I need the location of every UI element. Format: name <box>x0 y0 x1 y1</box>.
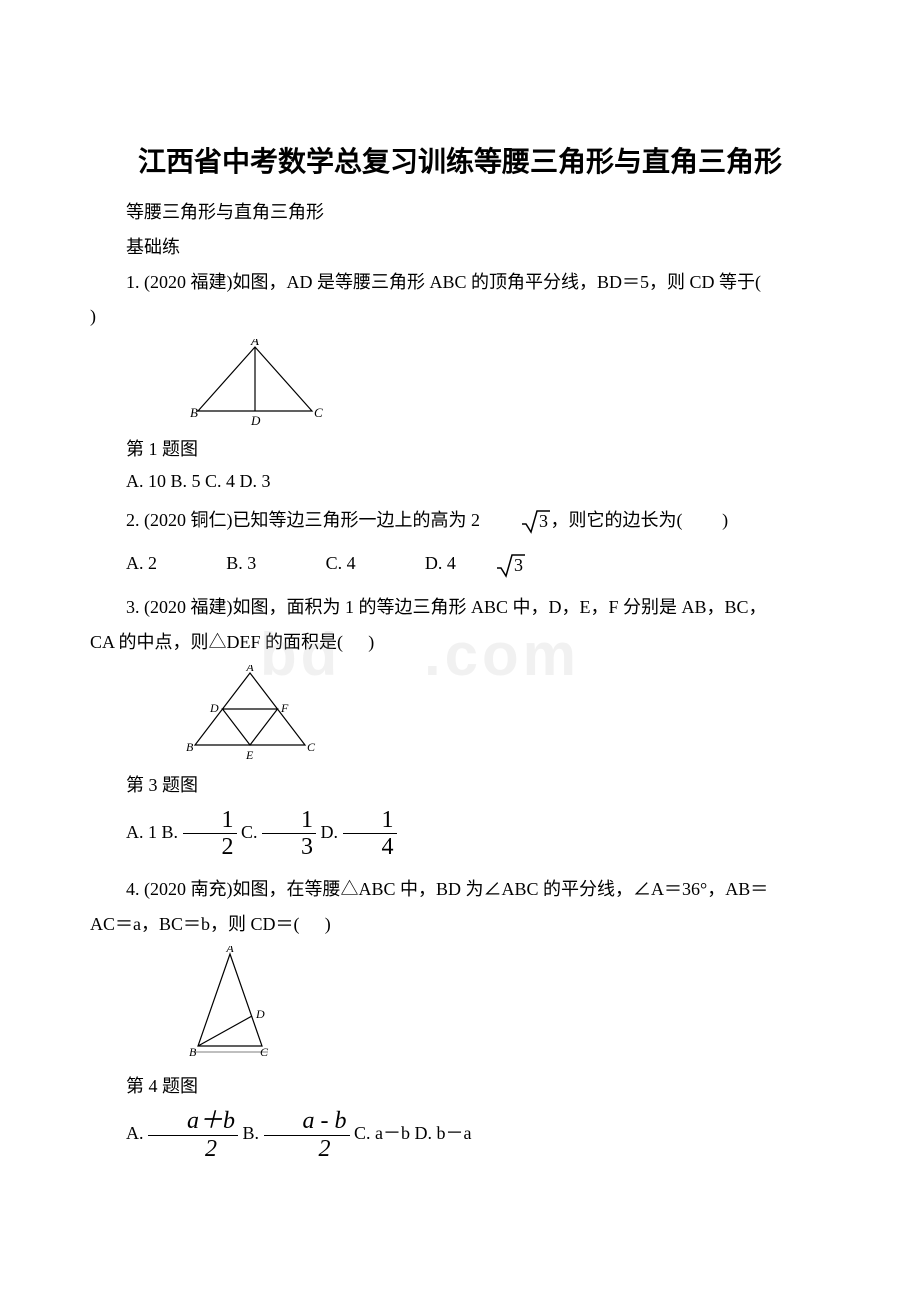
q4-options: A. a＋b2 B. a - b2 C. a－b D. b－a <box>90 1108 830 1162</box>
svg-text:B: B <box>186 740 194 754</box>
fraction: 14 <box>343 807 397 861</box>
q1-stem: 1. (2020 福建)如图，AD 是等腰三角形 ABC 的顶角平分线，BD＝5… <box>90 268 830 297</box>
fraction: 12 <box>183 807 237 861</box>
q1-stem-close: ) <box>90 302 830 331</box>
section-heading: 基础练 <box>90 233 830 262</box>
q2-opt-b: B. 3 <box>226 554 256 574</box>
q2-stem: 2. (2020 铜仁)已知等边三角形一边上的高为 2 3，则它的边长为() <box>90 506 830 537</box>
svg-text:D: D <box>255 1007 265 1021</box>
q1-caption: 第 1 题图 <box>90 435 830 461</box>
frac-num: 1 <box>183 807 237 834</box>
q3-stem-a: 3. (2020 福建)如图，面积为 1 的等边三角形 ABC 中，D，E，F … <box>90 593 830 622</box>
q2-options: A. 2 B. 3 C. 4 D. 4 3 <box>90 551 830 579</box>
q3-caption: 第 3 题图 <box>90 771 830 797</box>
q3-stem-c: ) <box>368 632 374 652</box>
q3-opt-c: C. <box>241 822 262 842</box>
svg-text:A: A <box>250 339 259 348</box>
frac-num: 1 <box>343 807 397 834</box>
sqrt-icon: 3 <box>485 507 551 538</box>
svg-text:3: 3 <box>514 555 523 575</box>
fraction: a＋b2 <box>148 1108 238 1162</box>
q4-stem-b: AC＝a，BC＝b，则 CD＝() <box>90 910 830 939</box>
document-page: bd .com 江西省中考数学总复习训练等腰三角形与直角三角形 等腰三角形与直角… <box>0 0 920 1236</box>
page-title: 江西省中考数学总复习训练等腰三角形与直角三角形 <box>90 140 830 180</box>
q2-opt-c: C. 4 <box>326 554 356 574</box>
svg-text:D: D <box>250 413 261 428</box>
q2-opt-d: D. 4 <box>425 554 461 574</box>
q2-stem-b: ，则它的边长为( <box>551 510 683 530</box>
sqrt-icon: 3 <box>460 551 526 579</box>
q3-stem-b-text: CA 的中点，则△DEF 的面积是( <box>90 632 343 652</box>
svg-text:B: B <box>190 405 198 420</box>
svg-text:F: F <box>280 701 289 715</box>
q4-caption: 第 4 题图 <box>90 1072 830 1098</box>
svg-text:3: 3 <box>539 511 548 531</box>
q2-stem-a: 2. (2020 铜仁)已知等边三角形一边上的高为 2 <box>126 510 485 530</box>
q1-figure: A B C D <box>180 339 830 429</box>
frac-den: 3 <box>262 834 316 860</box>
q4-stem-b-text: AC＝a，BC＝b，则 CD＝( <box>90 914 300 934</box>
svg-text:C: C <box>314 405 323 420</box>
q4-opt-b: B. <box>243 1123 264 1143</box>
q4-stem-c: ) <box>325 914 331 934</box>
subtitle: 等腰三角形与直角三角形 <box>90 198 830 227</box>
frac-den: 4 <box>343 834 397 860</box>
svg-text:C: C <box>307 740 316 754</box>
q3-opt-d: D. <box>321 822 343 842</box>
frac-num: a - b <box>264 1108 350 1135</box>
frac-den: 2 <box>148 1136 238 1162</box>
frac-num: a＋b <box>148 1108 238 1135</box>
q3-stem-b: CA 的中点，则△DEF 的面积是() <box>90 628 830 657</box>
q4-opt-c: C. a－b D. b－a <box>354 1123 471 1143</box>
q2-opt-a: A. 2 <box>126 554 157 574</box>
q1-options: A. 10 B. 5 C. 4 D. 3 <box>90 471 830 492</box>
fraction: a - b2 <box>264 1108 350 1162</box>
q3-opt-a: A. 1 B. <box>126 822 183 842</box>
q4-figure: A B C D <box>180 946 830 1066</box>
q4-stem-a: 4. (2020 南充)如图，在等腰△ABC 中，BD 为∠ABC 的平分线，∠… <box>90 875 830 904</box>
fraction: 13 <box>262 807 316 861</box>
q1-stem-a: 1. (2020 福建)如图，AD 是等腰三角形 ABC 的顶角平分线，BD＝5… <box>126 272 761 292</box>
q2-stem-c: ) <box>722 510 728 530</box>
svg-text:A: A <box>225 946 234 955</box>
svg-text:E: E <box>245 748 254 762</box>
q3-options: A. 1 B. 12 C. 13 D. 14 <box>90 807 830 861</box>
q4-opt-a: A. <box>126 1123 148 1143</box>
svg-text:D: D <box>209 701 219 715</box>
frac-den: 2 <box>183 834 237 860</box>
svg-text:A: A <box>245 665 254 674</box>
q3-figure: A B C D F E <box>180 665 830 765</box>
frac-num: 1 <box>262 807 316 834</box>
frac-den: 2 <box>264 1136 350 1162</box>
